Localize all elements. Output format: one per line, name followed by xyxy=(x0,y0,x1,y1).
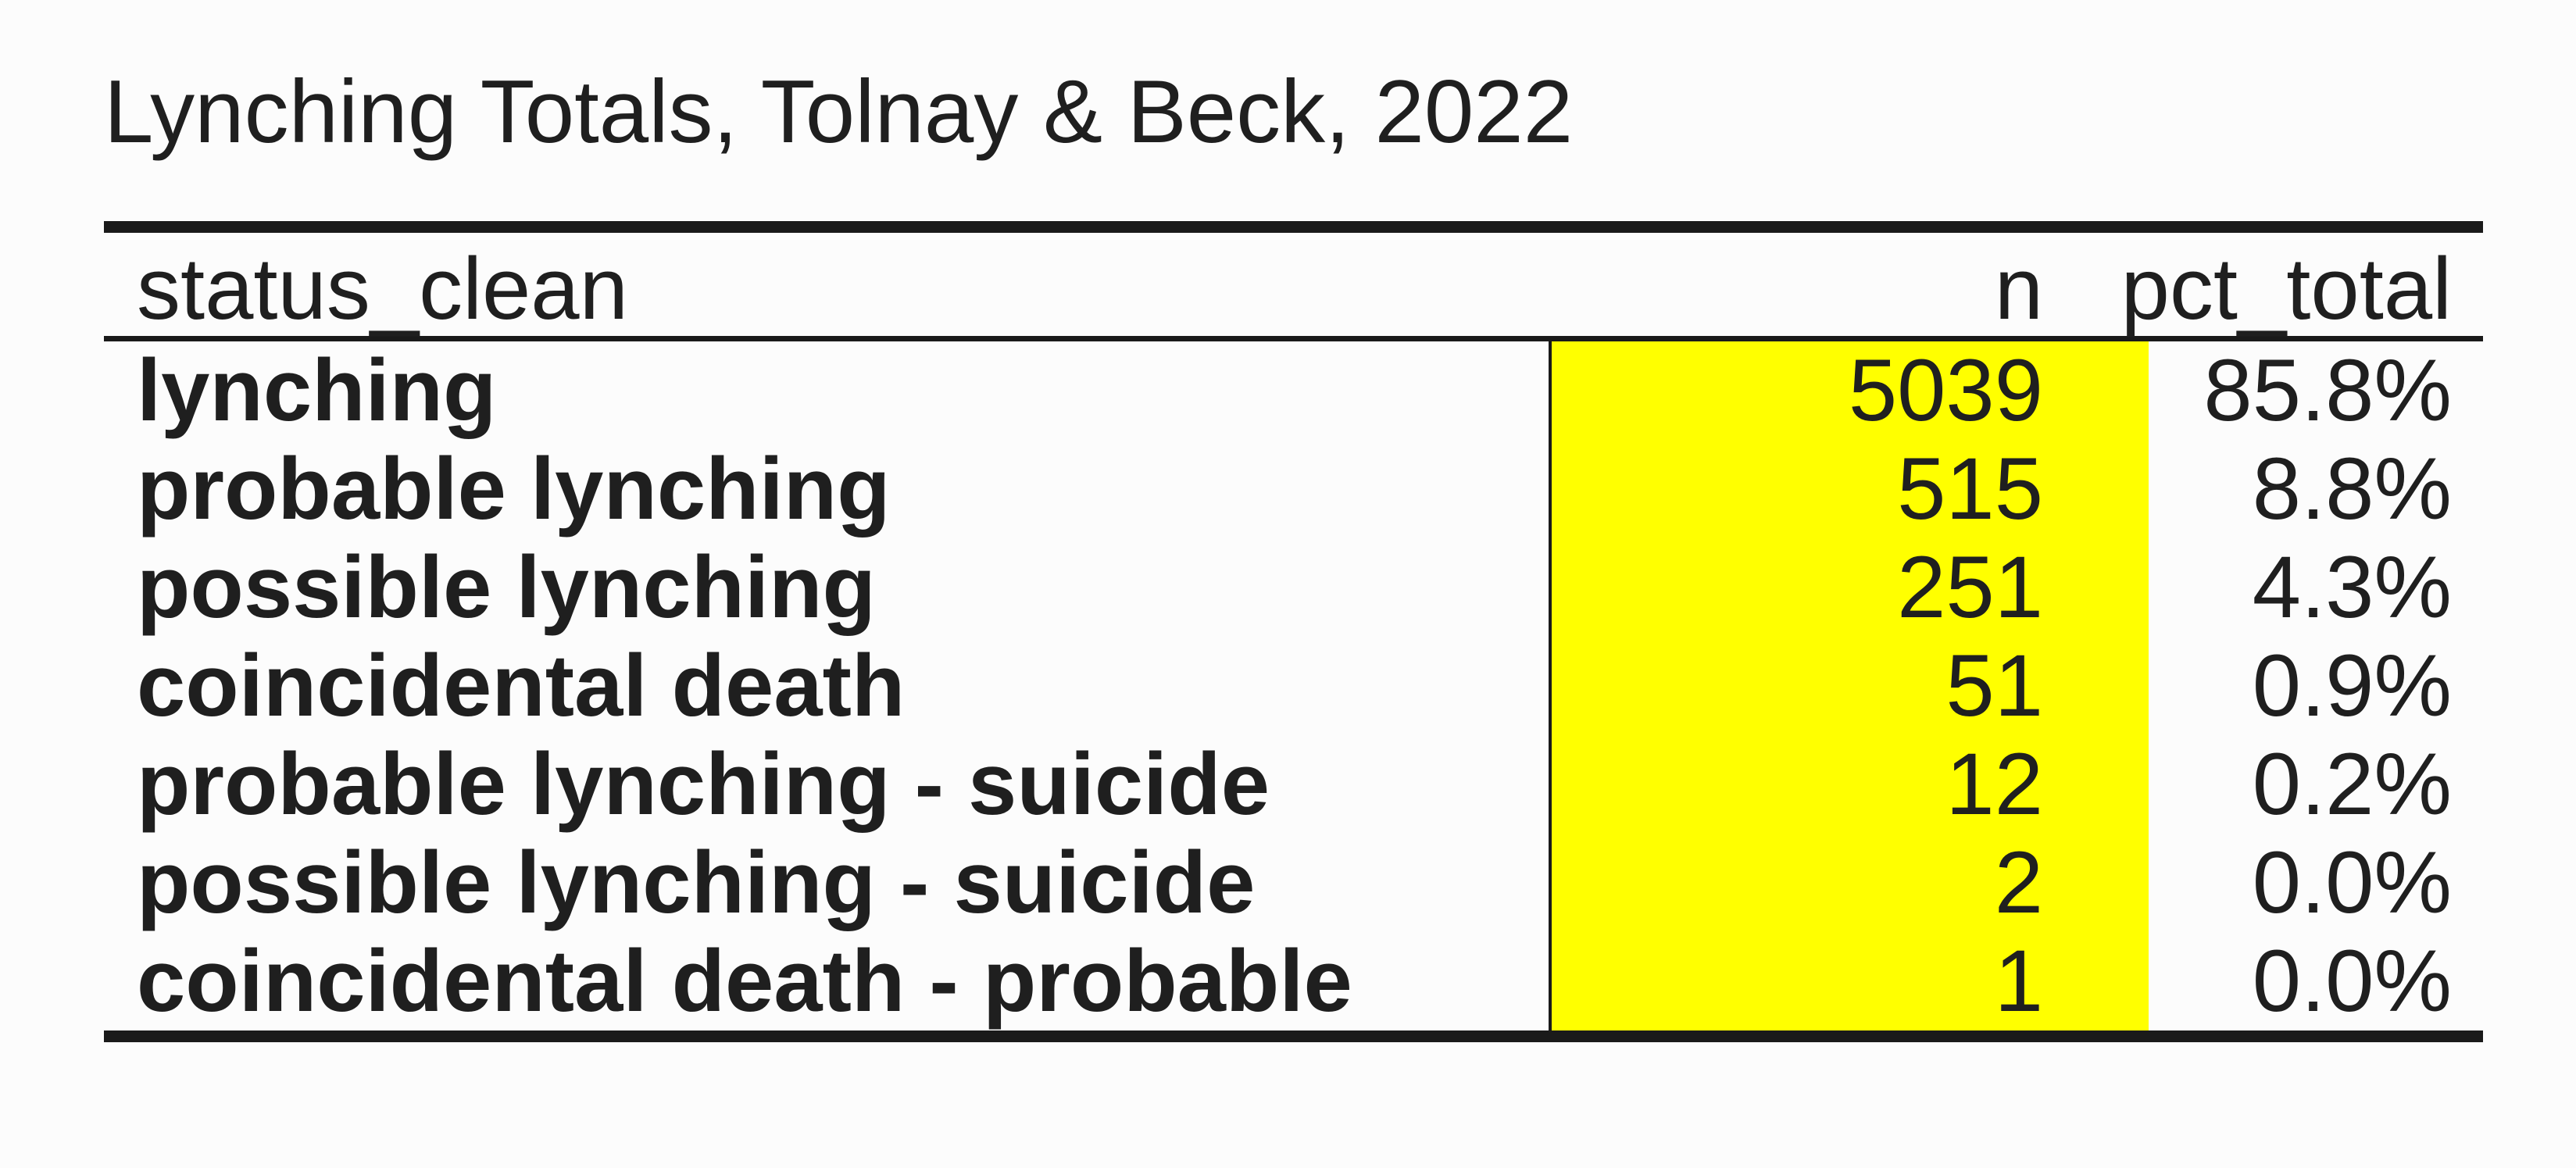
n-cell: 5039 xyxy=(1848,341,2043,439)
n-cell: 515 xyxy=(1897,440,2043,538)
table-body: lynching 5039 85.8% probable lynching 51… xyxy=(104,341,2483,1030)
status-cell: coincidental death xyxy=(137,637,906,734)
table-row: possible lynching - suicide 2 0.0% xyxy=(104,834,2483,932)
pct-cell: 0.9% xyxy=(2252,637,2452,734)
n-column-highlight xyxy=(1551,341,2149,1030)
summary-table: status_clean n pct_total lynching 5039 8… xyxy=(104,221,2483,1042)
n-cell: 12 xyxy=(1945,735,2043,833)
status-cell: coincidental death - probable xyxy=(137,932,1352,1030)
header-row: status_clean n pct_total xyxy=(104,233,2483,338)
header-rule xyxy=(104,336,2483,341)
table-row: lynching 5039 85.8% xyxy=(104,341,2483,440)
n-cell: 51 xyxy=(1945,637,2043,734)
header-pct-total: pct_total xyxy=(2120,240,2452,338)
status-cell: probable lynching xyxy=(137,440,891,538)
n-cell: 1 xyxy=(1994,932,2043,1030)
status-cell: possible lynching - suicide xyxy=(137,834,1256,931)
n-cell: 251 xyxy=(1897,538,2043,636)
table-row: possible lynching 251 4.3% xyxy=(104,538,2483,637)
pct-cell: 4.3% xyxy=(2252,538,2452,636)
table-row: coincidental death 51 0.9% xyxy=(104,637,2483,735)
status-cell: lynching xyxy=(137,341,497,439)
table-title: Lynching Totals, Tolnay & Beck, 2022 xyxy=(104,63,1574,162)
pct-cell: 8.8% xyxy=(2252,440,2452,538)
bottom-rule xyxy=(104,1030,2483,1042)
table-row: probable lynching 515 8.8% xyxy=(104,440,2483,538)
n-cell: 2 xyxy=(1994,834,2043,931)
table-row: coincidental death - probable 1 0.0% xyxy=(104,932,2483,1030)
status-cell: possible lynching xyxy=(137,538,876,636)
column-divider xyxy=(1549,341,1552,1030)
pct-cell: 0.0% xyxy=(2252,932,2452,1030)
table-row: probable lynching - suicide 12 0.2% xyxy=(104,735,2483,834)
pct-cell: 0.2% xyxy=(2252,735,2452,833)
header-n: n xyxy=(1994,240,2043,338)
top-rule xyxy=(104,221,2483,233)
pct-cell: 85.8% xyxy=(2203,341,2452,439)
pct-cell: 0.0% xyxy=(2252,834,2452,931)
status-cell: probable lynching - suicide xyxy=(137,735,1270,833)
header-status-clean: status_clean xyxy=(137,240,628,338)
